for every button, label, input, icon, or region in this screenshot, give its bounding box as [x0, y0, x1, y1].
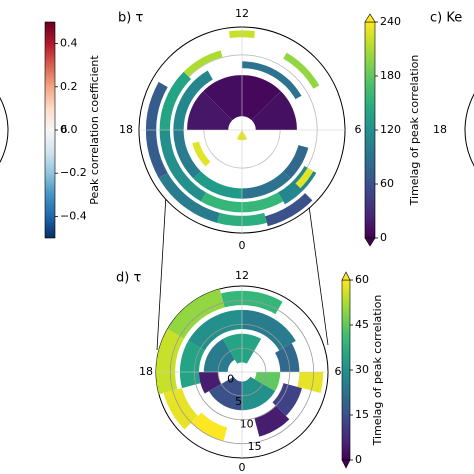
colorbar-tick-label: 60 [355, 273, 369, 286]
cell [188, 309, 242, 351]
colorbar-tick-label: 0.0 [60, 123, 78, 136]
cell [173, 130, 201, 179]
cell [254, 405, 290, 437]
cell [265, 193, 313, 227]
cell [187, 91, 233, 130]
polar-frame [464, 93, 474, 167]
cell [173, 70, 213, 130]
cell [297, 372, 324, 393]
cell [179, 340, 205, 389]
colorbar-tick-label: 240 [380, 15, 401, 28]
cell [159, 71, 191, 130]
panel-title: d) τ [116, 271, 141, 286]
colorbar-tick-label: 0.4 [60, 37, 78, 50]
panel-title: b) τ [118, 11, 143, 26]
mlt-tick-label: 0 [239, 461, 246, 474]
colorbar [364, 21, 376, 239]
cell [221, 290, 283, 315]
cell [251, 91, 297, 130]
cell [283, 145, 309, 179]
cell [156, 329, 185, 395]
cell [199, 372, 222, 394]
cell [163, 388, 199, 430]
mlt-tick-label: 18 [119, 123, 133, 136]
colorbar-tick-label: −0.2 [60, 166, 87, 179]
cell [242, 376, 276, 411]
mlt-tick-label: 12 [235, 269, 249, 282]
panel-title: c) Ke [430, 11, 462, 26]
colorbar-label: Peak correlation coefficient [88, 55, 101, 205]
mlt-tick-label: 18 [433, 123, 447, 136]
cell [283, 52, 320, 89]
colorbar [341, 279, 351, 461]
colorbar-extend [364, 13, 376, 23]
colorbar-extend [341, 271, 351, 281]
colorbar-tick-label: 0.2 [60, 80, 78, 93]
radial-tick-label: 15 [248, 440, 262, 453]
mlt-tick-label: 12 [235, 7, 249, 20]
cell [275, 343, 300, 372]
colorbar-tick-label: 30 [355, 363, 369, 376]
cell [145, 81, 168, 179]
cell [242, 309, 296, 351]
polar-frame [0, 96, 9, 164]
mlt-tick-label: 6 [355, 123, 362, 136]
colorbar-tick-label: 120 [380, 123, 401, 136]
colorbar-tick-label: 45 [355, 318, 369, 331]
cell [242, 75, 281, 121]
cell [295, 167, 314, 189]
colorbar-tick-label: 0 [355, 453, 362, 466]
colorbar-extend [341, 459, 351, 469]
radial-tick-label: 5 [235, 395, 242, 408]
cell [158, 172, 220, 223]
cell [242, 61, 302, 100]
cell [192, 141, 211, 167]
cell [193, 171, 242, 199]
colorbar [44, 21, 56, 239]
cell [183, 50, 223, 77]
cell [242, 171, 291, 199]
mlt-tick-label: 6 [335, 365, 342, 378]
mlt-tick-label: 6 [61, 123, 68, 136]
colorbar-tick-label: −0.4 [60, 209, 87, 222]
cell [208, 376, 242, 411]
colorbar-tick-label: 0 [380, 231, 387, 244]
colorbar-label: Timelag of peak correlation [371, 295, 384, 447]
cell [191, 412, 228, 442]
colorbar-extend [364, 237, 376, 247]
cell [167, 288, 225, 339]
cell [203, 75, 242, 121]
radial-tick-label: 0 [227, 373, 234, 386]
mlt-tick-label: 0 [239, 239, 246, 252]
colorbar-tick-label: 180 [380, 69, 401, 82]
cell [272, 383, 302, 416]
radial-tick-label: 10 [240, 418, 254, 431]
colorbar-tick-label: 15 [355, 408, 369, 421]
colorbar-tick-label: 60 [380, 177, 394, 190]
colorbar-label: Timelag of peak correlation [408, 55, 421, 207]
cell [254, 372, 281, 392]
mlt-tick-label: 18 [139, 365, 153, 378]
zoom-line [156, 194, 167, 351]
cell [203, 338, 235, 372]
cell [159, 130, 206, 202]
